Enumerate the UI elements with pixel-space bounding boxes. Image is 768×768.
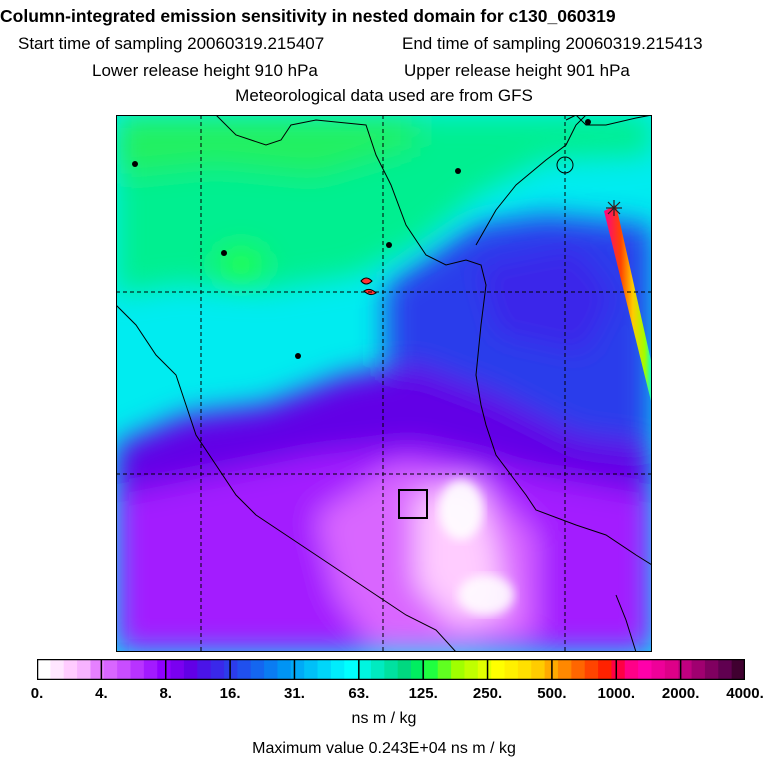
coastlines — [116, 115, 652, 652]
colorbar-cell — [77, 659, 92, 680]
colorbar-cell — [90, 659, 105, 680]
sampling-end-label: End time of sampling 20060319.215413 — [402, 34, 703, 53]
colorbar-cell — [264, 659, 279, 680]
colorbar-cell — [718, 659, 733, 680]
colorbar-cell — [357, 659, 372, 680]
field-layer — [116, 115, 652, 652]
colorbar-cell — [317, 659, 332, 680]
colorbar-cell — [210, 659, 225, 680]
sampling-start-label: Start time of sampling 20060319.215407 — [18, 34, 325, 53]
colorbar-cell — [63, 659, 78, 680]
colorbar-cell — [170, 659, 185, 680]
emission-plume — [604, 205, 652, 405]
colorbar-cell — [384, 659, 399, 680]
colorbar-cell — [344, 659, 359, 680]
colorbar-cell — [464, 659, 479, 680]
colorbar-units: ns m / kg — [351, 710, 417, 727]
colorbar-cell — [130, 659, 145, 680]
colorbar-cell — [197, 659, 212, 680]
colorbar-cell — [651, 659, 666, 680]
colorbar-cell — [370, 659, 385, 680]
colorbar-cell — [143, 659, 158, 680]
met-data-label: Meteorological data used are from GFS — [235, 86, 533, 105]
colorbar-cell — [584, 659, 599, 680]
colorbar-cell — [731, 659, 745, 680]
colorbar-cell — [557, 659, 572, 680]
colorbar-cell — [224, 659, 238, 680]
colorbar-cell — [531, 659, 546, 680]
maximum-value-label: Maximum value 0.243E+04 ns m / kg — [252, 740, 516, 757]
colorbar-tick-label: 2000. — [661, 685, 700, 702]
colorbar-cell — [237, 659, 252, 680]
grid-lines — [116, 115, 652, 652]
colorbar-tick-label: 16. — [219, 685, 241, 702]
colorbar-cell — [290, 659, 305, 680]
colorbar-cell — [37, 659, 51, 680]
colorbar-cell — [424, 659, 439, 680]
colorbar-cell — [183, 659, 198, 680]
colorbar-tick-label: 8. — [159, 685, 172, 702]
colorbar-cell — [397, 659, 412, 680]
colorbar-cell — [250, 659, 265, 680]
colorbar-tick-label: 4000. — [726, 685, 764, 702]
colorbar-cell — [411, 659, 425, 680]
colorbar-cell — [611, 659, 626, 680]
colorbar-cell — [304, 659, 319, 680]
release-upper-label: Upper release height 901 hPa — [404, 61, 630, 80]
colorbar-tick-label: 125. — [408, 685, 438, 702]
colorbar-cell — [638, 659, 653, 680]
sensitivity-map — [116, 115, 652, 652]
colorbar-cell — [517, 659, 532, 680]
colorbar-tick-label: 0. — [30, 685, 44, 702]
colorbar-cell — [277, 659, 292, 680]
colorbar-cell — [691, 659, 706, 680]
colorbar-cell — [451, 659, 466, 680]
colorbar-cell — [103, 659, 118, 680]
map-frame — [116, 115, 652, 652]
receptor-box — [398, 489, 428, 519]
colorbar-cell — [117, 659, 132, 680]
colorbar-cell — [624, 659, 639, 680]
colorbar-tick-label: 250. — [472, 685, 503, 702]
colorbar-cell — [598, 659, 613, 680]
colorbar-cell — [571, 659, 586, 680]
colorbar-tick-label: 1000. — [597, 685, 636, 702]
colorbar-cell — [157, 659, 172, 680]
colorbar-tick-label: 63. — [348, 685, 370, 702]
release-point-icon — [606, 200, 622, 216]
colorbar — [37, 659, 745, 680]
colorbar-cell — [491, 659, 506, 680]
colorbar-tick-label: 500. — [537, 685, 567, 702]
colorbar-cell — [50, 659, 65, 680]
colorbar-tick-label: 31. — [284, 685, 305, 702]
colorbar-cell — [504, 659, 519, 680]
plot-title: Column-integrated emission sensitivity i… — [0, 6, 616, 26]
colorbar-cell — [704, 659, 719, 680]
colorbar-cell — [477, 659, 492, 680]
colorbar-cell — [664, 659, 679, 680]
colorbar-cell — [437, 659, 452, 680]
colorbar-tick-label: 4. — [95, 685, 108, 702]
colorbar-cell — [330, 659, 345, 680]
station-markers — [132, 119, 591, 359]
colorbar-cell — [678, 659, 693, 680]
release-lower-label: Lower release height 910 hPa — [92, 61, 318, 80]
